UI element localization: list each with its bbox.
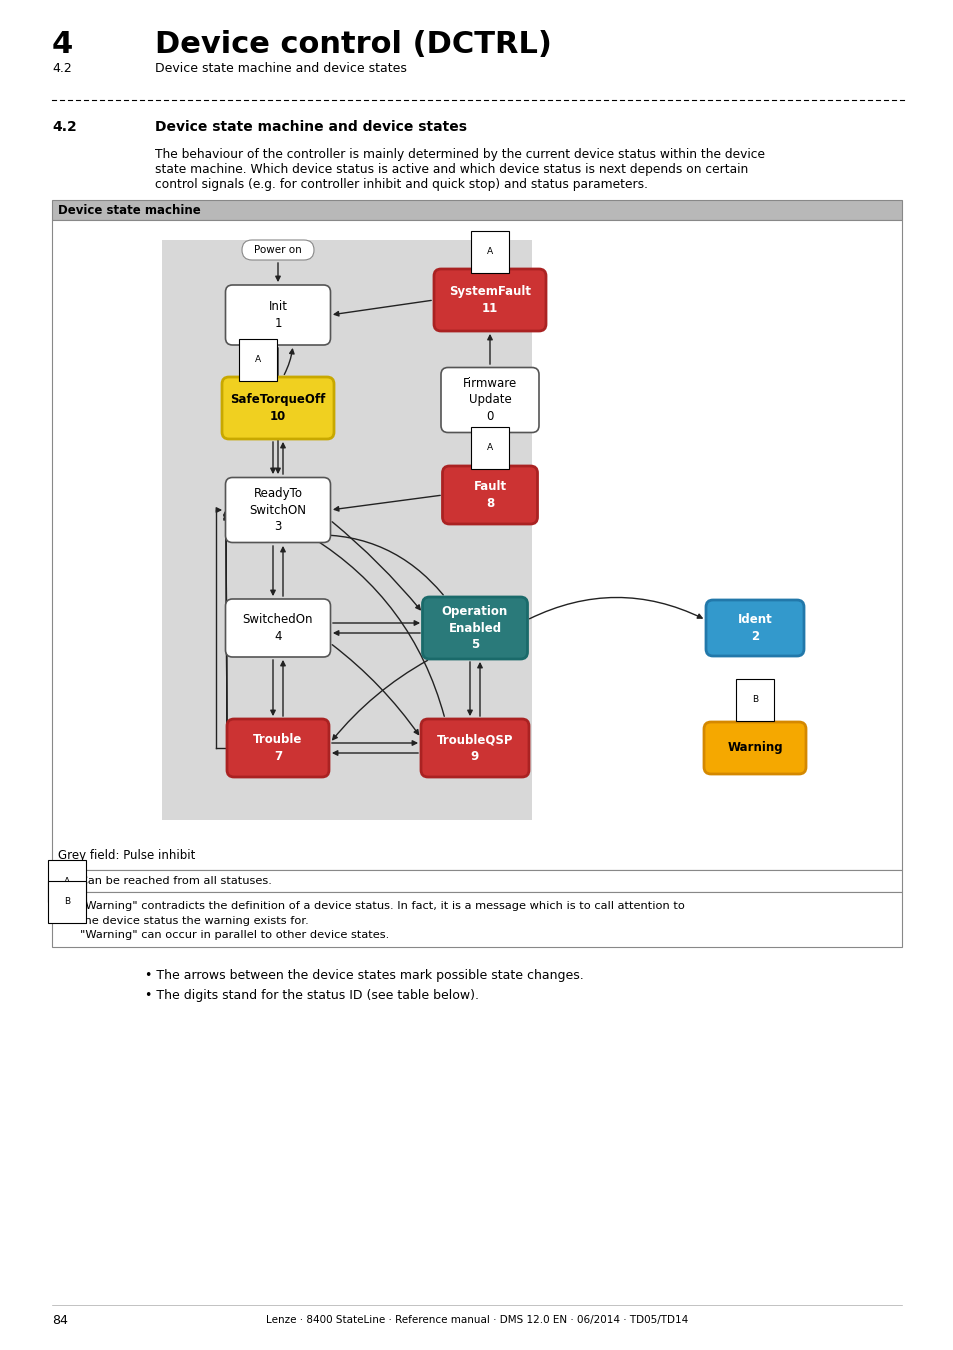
FancyBboxPatch shape xyxy=(242,240,314,261)
FancyBboxPatch shape xyxy=(422,597,527,659)
FancyBboxPatch shape xyxy=(227,720,329,778)
Text: 84: 84 xyxy=(52,1314,68,1327)
Text: SafeTorqueOff
10: SafeTorqueOff 10 xyxy=(230,393,325,423)
FancyBboxPatch shape xyxy=(222,377,334,439)
FancyBboxPatch shape xyxy=(225,478,330,543)
Bar xyxy=(52,220,901,869)
FancyBboxPatch shape xyxy=(703,722,805,774)
Text: Init
1: Init 1 xyxy=(268,300,287,329)
Text: Warning: Warning xyxy=(726,741,782,755)
Text: Grey field: Pulse inhibit: Grey field: Pulse inhibit xyxy=(58,849,195,861)
FancyBboxPatch shape xyxy=(225,285,330,346)
Text: A: A xyxy=(486,247,493,256)
Text: The behaviour of the controller is mainly determined by the current device statu: The behaviour of the controller is mainl… xyxy=(154,148,764,161)
Text: TroubleQSP
9: TroubleQSP 9 xyxy=(436,733,513,763)
Text: SystemFault
11: SystemFault 11 xyxy=(449,285,531,315)
Text: Ident
2: Ident 2 xyxy=(737,613,772,643)
FancyBboxPatch shape xyxy=(705,599,803,656)
FancyBboxPatch shape xyxy=(442,466,537,524)
Text: the device status the warning exists for.: the device status the warning exists for… xyxy=(80,917,309,926)
Text: Power on: Power on xyxy=(253,244,301,255)
Text: B: B xyxy=(64,898,70,906)
Text: Firmware
Update
0: Firmware Update 0 xyxy=(462,377,517,423)
Text: Device state machine: Device state machine xyxy=(58,204,200,216)
FancyBboxPatch shape xyxy=(225,599,330,657)
Text: A: A xyxy=(254,355,261,364)
Text: A: A xyxy=(486,444,493,452)
Text: 4.2: 4.2 xyxy=(52,62,71,76)
Bar xyxy=(162,240,532,819)
Text: state machine. Which device status is active and which device status is next dep: state machine. Which device status is ac… xyxy=(154,163,747,176)
Bar xyxy=(52,200,901,220)
Text: B: B xyxy=(751,695,758,705)
Text: 4.2: 4.2 xyxy=(52,120,76,134)
Text: "Warning" can occur in parallel to other device states.: "Warning" can occur in parallel to other… xyxy=(80,930,389,940)
FancyBboxPatch shape xyxy=(420,720,529,778)
Bar xyxy=(52,892,901,946)
Text: Operation
Enabled
5: Operation Enabled 5 xyxy=(441,605,508,651)
Text: control signals (e.g. for controller inhibit and quick stop) and status paramete: control signals (e.g. for controller inh… xyxy=(154,178,647,190)
FancyBboxPatch shape xyxy=(440,367,538,432)
FancyBboxPatch shape xyxy=(434,269,545,331)
Text: A: A xyxy=(64,876,70,886)
Text: ReadyTo
SwitchON
3: ReadyTo SwitchON 3 xyxy=(250,487,306,533)
Text: Fault
8: Fault 8 xyxy=(473,481,506,510)
Text: • The digits stand for the status ID (see table below).: • The digits stand for the status ID (se… xyxy=(145,990,478,1002)
Bar xyxy=(52,869,901,892)
Text: • The arrows between the device states mark possible state changes.: • The arrows between the device states m… xyxy=(145,969,583,981)
Text: SwitchedOn
4: SwitchedOn 4 xyxy=(242,613,313,643)
Text: Device control (DCTRL): Device control (DCTRL) xyxy=(154,30,551,59)
Text: Device state machine and device states: Device state machine and device states xyxy=(154,62,406,76)
Text: Trouble
7: Trouble 7 xyxy=(253,733,302,763)
Text: "Warning" contradicts the definition of a device status. In fact, it is a messag: "Warning" contradicts the definition of … xyxy=(80,900,684,911)
Text: Device state machine and device states: Device state machine and device states xyxy=(154,120,467,134)
Text: 4: 4 xyxy=(52,30,73,59)
Text: Lenze · 8400 StateLine · Reference manual · DMS 12.0 EN · 06/2014 · TD05/TD14: Lenze · 8400 StateLine · Reference manua… xyxy=(266,1315,687,1324)
Text: Can be reached from all statuses.: Can be reached from all statuses. xyxy=(80,876,272,886)
